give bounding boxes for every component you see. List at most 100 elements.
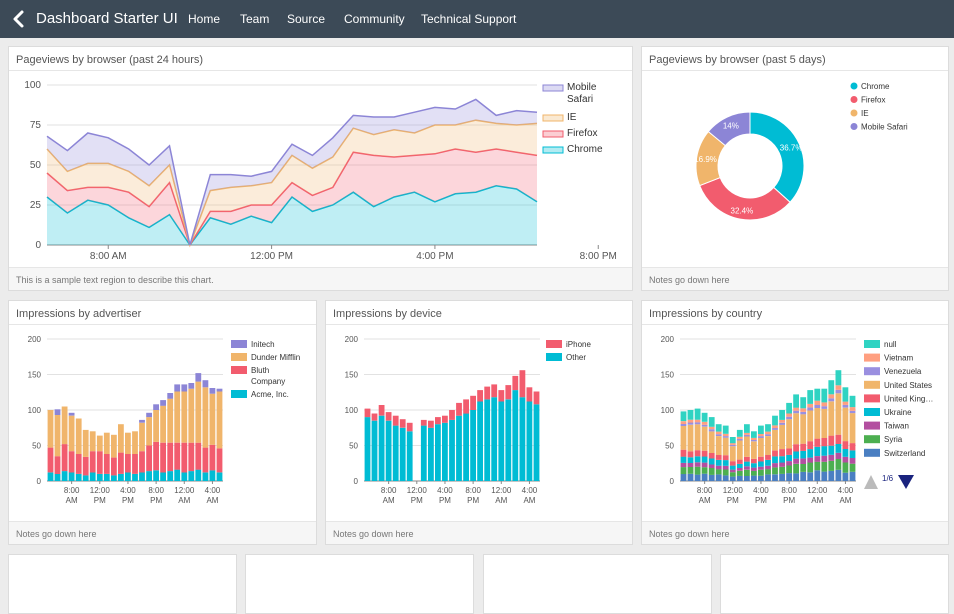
bar-segment bbox=[821, 406, 828, 409]
bar-segment bbox=[708, 417, 715, 427]
bar-segment bbox=[729, 472, 736, 477]
bar-segment bbox=[786, 465, 792, 474]
bar-segment bbox=[364, 408, 371, 418]
y-tick-label: 150 bbox=[28, 371, 42, 380]
bar-segment bbox=[188, 383, 195, 389]
legend-swatch bbox=[231, 390, 247, 398]
triangle-down-icon[interactable] bbox=[898, 475, 914, 489]
bar-segment bbox=[807, 472, 814, 481]
bar-segment bbox=[842, 407, 849, 442]
bar-segment bbox=[736, 468, 743, 471]
bar-segment bbox=[772, 415, 778, 426]
bar-segment bbox=[701, 462, 708, 468]
bar-segment bbox=[842, 401, 849, 405]
bar-segment bbox=[765, 454, 771, 460]
bar-segment bbox=[694, 422, 701, 425]
x-tick-label: 8:00 bbox=[697, 486, 713, 495]
bar-segment bbox=[209, 388, 216, 394]
y-tick-label: 100 bbox=[28, 406, 42, 415]
bar-segment bbox=[751, 475, 757, 481]
bar-segment bbox=[772, 450, 778, 457]
y-tick-label: 50 bbox=[349, 442, 358, 451]
bar-segment bbox=[722, 425, 729, 434]
card-footer-note: This is a sample text region to describe… bbox=[9, 267, 632, 290]
device-bar-chart: 0501001502008:00AM12:00PM4:00PM8:00PM12:… bbox=[345, 335, 592, 505]
bar-segment bbox=[786, 448, 792, 455]
bar-segment bbox=[68, 472, 75, 481]
bar-segment bbox=[828, 380, 835, 395]
bar-segment bbox=[139, 451, 145, 473]
bar-segment bbox=[744, 424, 750, 433]
bar-segment bbox=[146, 412, 152, 418]
bar-segment bbox=[807, 462, 814, 473]
legend-swatch bbox=[542, 84, 564, 92]
bar-segment bbox=[125, 472, 131, 481]
bar-segment bbox=[786, 416, 792, 420]
bar-segment bbox=[392, 425, 399, 481]
bar-segment bbox=[772, 467, 778, 475]
bar-segment bbox=[772, 456, 778, 464]
bar-segment bbox=[687, 419, 694, 423]
bar-segment bbox=[680, 449, 687, 457]
bar-segment bbox=[715, 460, 722, 466]
bar-segment bbox=[687, 451, 694, 458]
x-tick-label: 4:00 bbox=[437, 486, 453, 495]
legend-label: Ukraine bbox=[884, 408, 912, 417]
bar-segment bbox=[680, 467, 687, 475]
nav-link-community[interactable]: Community bbox=[344, 12, 405, 26]
x-tick-label: PM bbox=[727, 496, 739, 505]
legend-label: Company bbox=[251, 377, 285, 386]
nav-link-home[interactable]: Home bbox=[188, 12, 221, 26]
x-tick-label: 4:00 bbox=[753, 486, 769, 495]
bar-segment bbox=[75, 454, 82, 474]
bar-segment bbox=[61, 406, 68, 445]
bar-segment bbox=[701, 421, 708, 425]
bar-segment bbox=[111, 434, 117, 458]
bar-segment bbox=[786, 419, 792, 449]
chevron-left-icon[interactable] bbox=[10, 9, 28, 29]
bar-segment bbox=[842, 456, 849, 463]
bar-segment bbox=[814, 446, 821, 456]
bar-segment bbox=[793, 444, 799, 452]
nav-link-technical-support[interactable]: Technical Support bbox=[421, 12, 517, 26]
legend-swatch bbox=[864, 435, 880, 444]
bar-segment bbox=[765, 465, 771, 470]
bar-segment bbox=[779, 473, 785, 481]
legend-label: Safari bbox=[567, 94, 593, 105]
nav-link-team[interactable]: Team bbox=[240, 12, 270, 26]
card-title: Impressions by advertiser bbox=[9, 301, 316, 325]
bar-segment bbox=[715, 454, 722, 460]
bar-segment bbox=[715, 465, 722, 470]
x-tick-label: 12:00 bbox=[174, 486, 195, 495]
bar-segment bbox=[751, 431, 757, 438]
x-tick-label: 4:00 bbox=[838, 486, 854, 495]
legend-label: Initech bbox=[251, 340, 275, 349]
bar-segment bbox=[800, 464, 807, 472]
triangle-up-icon[interactable] bbox=[864, 475, 878, 489]
card-footer-note: Notes go down here bbox=[326, 521, 632, 544]
bar-segment bbox=[744, 434, 750, 437]
bar-segment bbox=[202, 447, 209, 473]
y-tick-label: 150 bbox=[661, 371, 675, 380]
bar-segment bbox=[751, 467, 757, 471]
y-tick-label: 100 bbox=[345, 406, 359, 415]
nav-link-source[interactable]: Source bbox=[287, 12, 326, 26]
bar-segment bbox=[729, 446, 736, 462]
card-title: Impressions by country bbox=[642, 301, 948, 325]
legend-swatch bbox=[231, 353, 247, 361]
bar-segment bbox=[687, 424, 694, 452]
legend-dot bbox=[850, 123, 858, 130]
x-tick-label: 4:00 bbox=[205, 486, 221, 495]
bar-segment bbox=[181, 442, 188, 473]
bar-segment bbox=[118, 473, 124, 481]
bar-segment bbox=[533, 391, 540, 405]
bar-segment bbox=[533, 404, 540, 481]
bar-segment bbox=[442, 422, 448, 481]
legend-swatch bbox=[864, 340, 880, 348]
x-tick-label: AM bbox=[811, 496, 823, 505]
bar-segment bbox=[111, 457, 117, 476]
x-tick-label: 12:00 PM bbox=[250, 251, 293, 262]
bar-segment bbox=[132, 473, 138, 481]
bar-segment bbox=[406, 422, 413, 432]
y-tick-label: 0 bbox=[354, 477, 359, 486]
